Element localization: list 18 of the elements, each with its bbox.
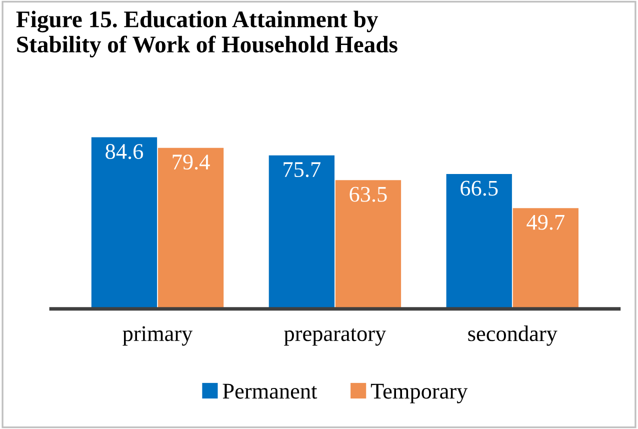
bar bbox=[268, 155, 335, 309]
data-label: 75.7 bbox=[284, 162, 320, 178]
bar bbox=[158, 148, 224, 309]
legend-label: Permanent bbox=[222, 384, 318, 399]
bar bbox=[91, 137, 158, 309]
x-tick-label: secondary bbox=[468, 326, 558, 346]
x-tick-label: primary bbox=[122, 326, 193, 346]
data-label: 66.5 bbox=[460, 180, 498, 196]
data-label: 63.5 bbox=[350, 186, 387, 202]
data-label: 84.6 bbox=[106, 144, 144, 160]
bar bbox=[335, 180, 402, 309]
data-label: 49.7 bbox=[526, 214, 564, 230]
x-tick-label: preparatory bbox=[284, 328, 386, 346]
bar bbox=[512, 208, 578, 309]
legend-label: Temporary bbox=[370, 384, 468, 404]
bar bbox=[446, 174, 512, 309]
chart-title: Figure 15. Education Attainment by Stability of Work of Household Heads bbox=[16, 10, 398, 58]
data-label: 79.4 bbox=[172, 154, 210, 170]
